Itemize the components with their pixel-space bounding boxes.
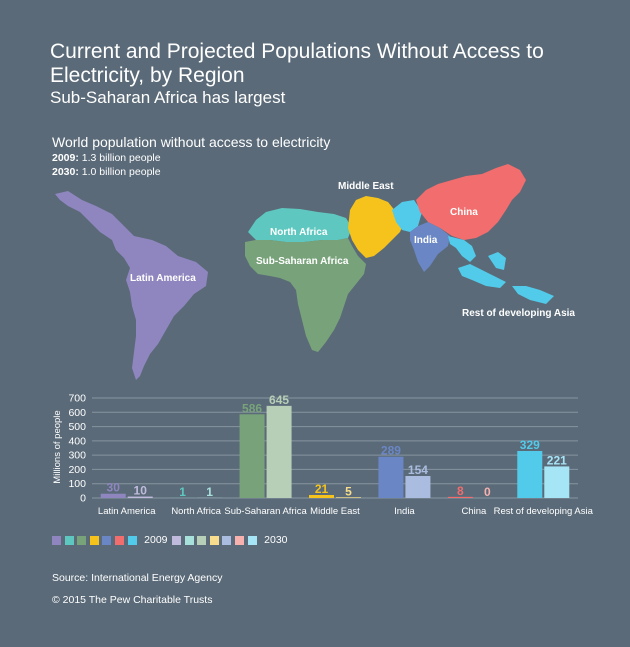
data-label-2009-4: 289 <box>381 444 401 458</box>
bar-2009-4 <box>378 456 404 498</box>
bar-2030-6 <box>544 466 570 498</box>
data-label-2009-1: 1 <box>179 485 186 499</box>
legend-swatch <box>222 535 232 545</box>
chart-title: Current and Projected Populations Withou… <box>50 40 544 87</box>
map-label-china: China <box>450 207 478 218</box>
chart-subtitle: Sub-Saharan Africa has largest <box>50 88 286 107</box>
legend-swatch <box>197 535 207 545</box>
map-label-india: India <box>414 235 438 246</box>
y-tick-label: 600 <box>68 407 86 419</box>
data-label-2030-5: 0 <box>484 485 491 499</box>
stat-2009: 2009: 1.3 billion people <box>52 152 161 164</box>
region-rest-of-asia-islands-2 <box>488 252 506 270</box>
y-tick-label: 100 <box>68 478 86 490</box>
region-india <box>410 222 450 272</box>
stat-2030: 2030: 1.0 billion people <box>52 166 161 178</box>
map-label-rest-of-asia: Rest of developing Asia <box>462 308 575 319</box>
legend-2030: 2030 <box>172 534 288 546</box>
data-label-2030-2: 645 <box>269 393 289 407</box>
region-rest-of-asia-southeast <box>448 236 476 262</box>
bar-2009-0 <box>100 493 126 498</box>
legend-swatch <box>172 535 181 545</box>
y-tick-labels: 0 100 200 300 400 500 600 700 <box>68 393 86 505</box>
data-label-2009-3: 21 <box>315 482 329 496</box>
category-label: Middle East <box>310 506 360 517</box>
region-sub-saharan-africa <box>245 238 366 352</box>
y-tick-label: 400 <box>68 435 86 447</box>
data-label-2030-4: 154 <box>408 463 428 477</box>
data-label-2030-6: 221 <box>547 453 567 467</box>
region-china <box>416 164 526 240</box>
y-tick-label: 0 <box>80 493 86 505</box>
category-label: Latin America <box>98 506 156 517</box>
bar-2009-2 <box>239 414 265 498</box>
legend-label: 2030 <box>264 534 288 546</box>
legend-swatch <box>102 535 112 545</box>
legend-label: 2009 <box>144 534 168 546</box>
data-label-2030-1: 1 <box>206 485 213 499</box>
region-rest-of-asia-islands-3 <box>512 286 554 304</box>
legend-swatch <box>89 535 99 545</box>
world-map: Latin America North Africa Sub-Saharan A… <box>55 164 575 380</box>
y-axis-label: Millions of people <box>52 410 63 483</box>
category-label: North Africa <box>171 506 221 517</box>
category-labels: Latin America North Africa Sub-Saharan Afr… <box>98 506 594 517</box>
legend-swatch <box>77 535 87 545</box>
y-tick-label: 500 <box>68 421 86 433</box>
category-label: India <box>394 506 415 517</box>
stat-2009-value: 1.3 billion people <box>81 152 161 164</box>
data-label-2009-5: 8 <box>457 484 464 498</box>
map-label-middle-east: Middle East <box>338 181 394 192</box>
y-tick-label: 200 <box>68 464 86 476</box>
stat-2009-year: 2009: <box>52 152 79 164</box>
data-label-2009-0: 30 <box>107 481 121 495</box>
grid-lines <box>92 397 578 499</box>
data-label-2030-3: 5 <box>345 484 352 498</box>
legend-swatch <box>234 535 244 545</box>
bar-2030-3 <box>336 497 361 498</box>
legend-swatch <box>114 535 124 545</box>
legend-swatch <box>209 535 219 545</box>
bar-2030-4 <box>405 476 431 498</box>
bar-2030-0 <box>127 496 153 498</box>
data-label-2009-2: 586 <box>242 401 262 415</box>
source-note: Source: International Energy Agency <box>52 572 223 584</box>
y-tick-label: 700 <box>68 393 86 405</box>
legend-swatch <box>52 535 61 545</box>
legend-swatch <box>184 535 194 545</box>
region-latin-america <box>55 191 208 380</box>
bar-2030-2 <box>266 405 292 498</box>
category-label: Rest of developing Asia <box>494 506 594 517</box>
bar-2009-6 <box>517 451 543 498</box>
copyright-note: © 2015 The Pew Charitable Trusts <box>52 594 213 606</box>
bar-2009-5 <box>447 496 473 498</box>
data-label-2030-0: 10 <box>134 484 148 498</box>
bar-2009-3 <box>309 495 334 498</box>
legend-swatch <box>127 535 137 545</box>
map-label-north-africa: North Africa <box>270 227 328 238</box>
region-rest-of-asia-central <box>392 200 422 232</box>
legend-swatch <box>247 535 257 545</box>
bars <box>100 405 570 498</box>
category-label: China <box>461 506 487 517</box>
region-rest-of-asia-islands-1 <box>458 264 506 288</box>
y-tick-label: 300 <box>68 450 86 462</box>
map-label-sub-saharan-africa: Sub-Saharan Africa <box>256 256 349 267</box>
legend-2009: 2009 <box>52 534 168 546</box>
data-labels: 30 10 1 1 586 645 21 5 289 154 8 0 329 221 <box>107 393 568 499</box>
map-label-latin-america: Latin America <box>130 273 196 284</box>
legend-swatch <box>64 535 74 545</box>
category-label: Sub-Saharan Africa <box>224 506 307 517</box>
stat-2030-value: 1.0 billion people <box>81 166 161 178</box>
data-label-2009-6: 329 <box>520 438 540 452</box>
stat-2030-year: 2030: <box>52 166 79 178</box>
map-title: World population without access to elect… <box>52 134 331 150</box>
region-north-africa <box>248 208 352 242</box>
region-middle-east <box>348 196 404 258</box>
